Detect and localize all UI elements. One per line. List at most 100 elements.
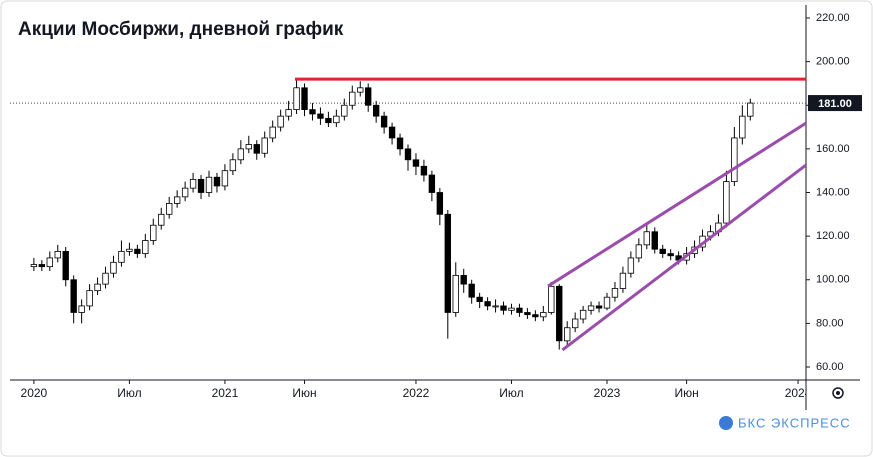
candle-body <box>301 87 308 111</box>
candle-body <box>277 115 284 128</box>
candle-body <box>197 179 205 193</box>
candle-body <box>205 176 213 193</box>
candle-body <box>253 144 260 154</box>
settings-icon[interactable] <box>832 387 844 399</box>
trend-line <box>561 163 806 352</box>
candle-body <box>444 213 451 313</box>
candle-body <box>134 248 141 254</box>
y-tick-label: 60.00 <box>816 361 844 373</box>
candle-body <box>412 159 420 167</box>
candle-body <box>173 196 181 204</box>
y-tick-label: 220.00 <box>816 12 850 24</box>
y-tick-label: 200.00 <box>816 56 850 68</box>
candle-body <box>532 314 539 318</box>
candle-body <box>436 192 444 215</box>
y-tick-label: 140.00 <box>816 186 850 198</box>
candle-body <box>349 91 356 106</box>
candle-body <box>285 109 292 117</box>
candle-body <box>516 307 523 313</box>
candle-body <box>492 305 499 308</box>
candle-body <box>317 113 324 119</box>
candle-body <box>333 115 340 124</box>
candle-body <box>86 290 93 307</box>
candle-body <box>564 327 571 342</box>
candle-body <box>94 283 101 292</box>
candle-body <box>213 176 221 187</box>
y-tick-label: 160.00 <box>816 143 850 155</box>
candle-body <box>70 279 77 313</box>
candle-body <box>452 274 459 313</box>
candle-body <box>500 305 507 311</box>
candle-body <box>635 244 643 259</box>
x-tick-label: 2020 <box>21 386 48 400</box>
candle-body <box>595 305 603 309</box>
candle-body <box>484 301 491 307</box>
x-tick-label: Июл <box>117 386 141 400</box>
candle-body <box>587 305 595 311</box>
candle-body <box>396 137 404 150</box>
x-tick-label: 2022 <box>403 386 430 400</box>
candle-body <box>62 250 69 281</box>
candle-body <box>110 261 117 274</box>
x-tick-label: Июн <box>674 386 698 400</box>
x-tick-label: 2023 <box>594 386 621 400</box>
candle-body <box>619 272 627 289</box>
candle-body <box>627 257 635 274</box>
candle-body <box>237 148 245 161</box>
chart-title: Акции Мосбиржи, дневной график <box>18 19 344 40</box>
trend-line <box>547 121 806 288</box>
x-tick-label: 2024 <box>785 386 812 400</box>
candle-body <box>420 165 428 176</box>
last-price-box <box>808 95 862 112</box>
candle-body <box>571 318 579 329</box>
candle-body <box>221 170 229 187</box>
candle-body <box>54 250 61 259</box>
candle-body <box>380 115 388 128</box>
candle-body <box>78 305 85 313</box>
candle-body <box>142 240 149 254</box>
candle-body <box>723 181 730 224</box>
candle-body <box>428 174 436 193</box>
candle-body <box>460 274 467 285</box>
candle-body <box>388 126 396 139</box>
candle-body <box>508 307 515 311</box>
candle-body <box>293 87 300 111</box>
candle-body <box>404 148 412 161</box>
candle-body <box>150 224 157 241</box>
candle-body <box>341 104 348 117</box>
x-tick-label: Июл <box>499 386 523 400</box>
candle-body <box>667 253 674 257</box>
candle-body <box>603 296 611 309</box>
y-tick-label: 120.00 <box>816 230 850 242</box>
candle-body <box>556 285 563 342</box>
candle-body <box>30 264 38 268</box>
candle-body <box>166 203 173 215</box>
candle-body <box>46 257 53 268</box>
candle-body <box>659 248 666 254</box>
candle-body <box>731 137 738 182</box>
y-tick-label: 100.00 <box>816 274 850 286</box>
candle-body <box>611 288 619 298</box>
candle-body <box>118 250 125 263</box>
candle-body <box>643 231 650 246</box>
candle-body <box>245 144 252 150</box>
x-tick-label: Июн <box>292 386 316 400</box>
candle-body <box>548 285 555 313</box>
candle-body <box>651 231 658 250</box>
candle-body <box>181 187 189 198</box>
candle-body <box>126 248 133 252</box>
candle-body <box>102 272 109 285</box>
candle-body <box>325 117 332 124</box>
candle-body <box>269 126 276 139</box>
candle-body <box>579 309 587 320</box>
candle-body <box>158 213 165 226</box>
candle-body <box>365 87 372 106</box>
candle-body <box>229 159 237 172</box>
candle-body <box>476 296 483 302</box>
candle-body <box>357 87 364 93</box>
candle-body <box>309 109 316 115</box>
candle-body <box>747 102 754 117</box>
watermark: БКС ЭКСПРЕСС <box>738 415 851 430</box>
